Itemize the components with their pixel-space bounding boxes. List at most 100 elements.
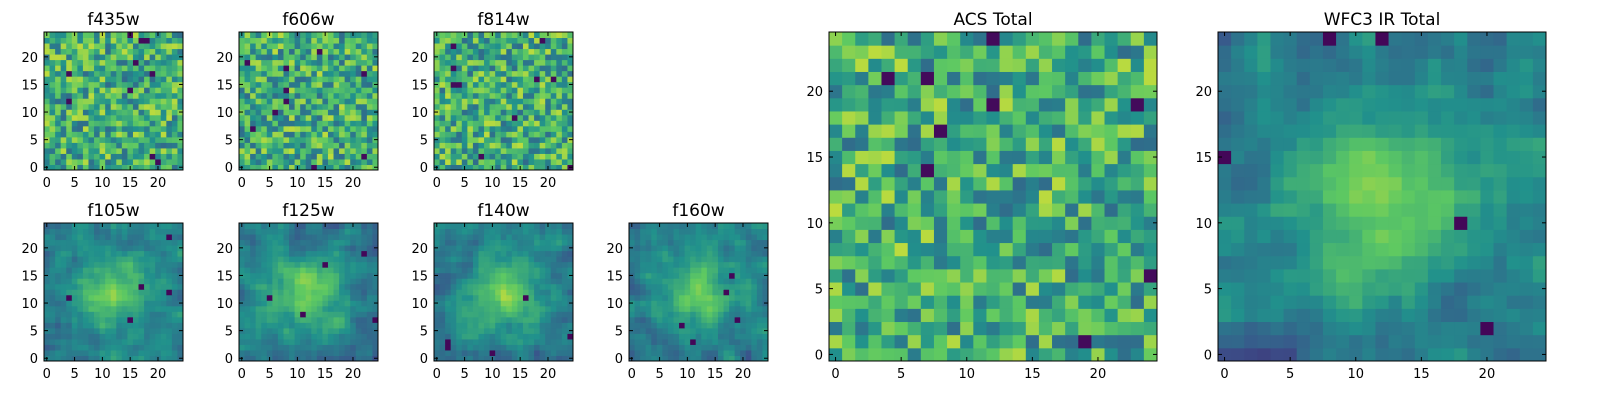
heatmap-cell [478, 136, 485, 143]
heatmap-cell [439, 305, 446, 312]
heatmap-cell [355, 272, 362, 279]
heatmap-cell [177, 305, 184, 312]
heatmap-cell [339, 87, 346, 94]
heatmap-cell [333, 65, 340, 72]
heatmap-cell [500, 283, 507, 290]
heatmap-cell [361, 92, 368, 99]
heatmap-cell [517, 103, 524, 110]
heatmap-cell [266, 278, 273, 285]
heatmap-cell [495, 327, 502, 334]
heatmap-cell [66, 239, 73, 246]
heatmap-cell [701, 272, 708, 279]
heatmap-cell [556, 278, 563, 285]
heatmap-cell [82, 153, 89, 160]
heatmap-cell [266, 158, 273, 165]
heatmap-cell [651, 234, 658, 241]
heatmap-cell [712, 327, 719, 334]
heatmap-cell [300, 125, 307, 132]
heatmap-cell [127, 114, 134, 121]
heatmap-cell [372, 59, 379, 66]
heatmap-cell [327, 228, 335, 235]
heatmap-cell [71, 316, 78, 323]
heatmap-cell [82, 87, 89, 94]
heatmap-cell [734, 316, 741, 323]
heatmap-cell [434, 43, 441, 50]
heatmap-cell [110, 65, 117, 72]
heatmap-cell [528, 109, 535, 116]
heatmap-cell [160, 32, 167, 39]
heatmap-cell [478, 147, 485, 154]
heatmap-cell [250, 256, 257, 263]
heatmap-cell [528, 272, 535, 279]
heatmap-cell [456, 316, 463, 323]
heatmap-cell [105, 305, 112, 312]
heatmap-cell [706, 272, 713, 279]
heatmap-cell [55, 125, 62, 132]
heatmap-cell [261, 147, 268, 154]
heatmap-cell [350, 338, 357, 345]
heatmap-cell [550, 349, 557, 356]
heatmap-cell [339, 338, 346, 345]
heatmap-cell [261, 344, 268, 351]
heatmap-cell [244, 164, 251, 171]
x-tick-label: 5 [460, 176, 468, 191]
heatmap-cell [1052, 282, 1066, 296]
heatmap-cell [495, 54, 502, 61]
heatmap-cell [506, 261, 513, 268]
heatmap-cell [522, 305, 530, 312]
heatmap-cell [160, 98, 167, 105]
heatmap-cell [506, 37, 513, 44]
heatmap-cell [489, 48, 496, 55]
heatmap-cell [651, 305, 658, 312]
heatmap-cell [1065, 282, 1079, 296]
heatmap-cell [127, 256, 134, 263]
heatmap-cell [712, 311, 719, 318]
heatmap-cell [71, 283, 78, 290]
heatmap-cell [289, 333, 296, 340]
heatmap-cell [539, 283, 546, 290]
heatmap-cell [762, 311, 769, 318]
heatmap-cell [673, 316, 680, 323]
heatmap-cell [250, 223, 257, 230]
heatmap-cell [300, 81, 307, 88]
heatmap-cell [160, 333, 167, 340]
heatmap-cell [77, 316, 84, 323]
heatmap-cell [261, 300, 268, 307]
heatmap-cell [272, 267, 279, 274]
heatmap-cell [478, 81, 485, 88]
heatmap-cell [545, 267, 552, 274]
heatmap-cell [344, 333, 351, 340]
heatmap-cell [506, 305, 513, 312]
heatmap-cell [517, 256, 524, 263]
heatmap-cell [311, 272, 318, 279]
heatmap-cell [277, 92, 284, 99]
heatmap-cell [49, 355, 56, 362]
heatmap-cell [561, 256, 568, 263]
heatmap-cell [60, 344, 67, 351]
heatmap-cell [110, 125, 117, 132]
heatmap-cell [489, 305, 496, 312]
heatmap-cell [88, 153, 95, 160]
heatmap-cell [105, 87, 112, 94]
heatmap-cell [439, 54, 446, 61]
heatmap-cell [44, 59, 51, 66]
heatmap-cell [149, 250, 156, 257]
heatmap-cell [255, 76, 262, 83]
heatmap-cell [528, 81, 535, 88]
heatmap-cell [1143, 189, 1158, 204]
heatmap-cell [305, 37, 312, 44]
heatmap-cell [149, 294, 156, 301]
heatmap-cell [333, 32, 340, 39]
heatmap-cell [506, 147, 513, 154]
heatmap-cell [645, 261, 652, 268]
heatmap-cell [999, 282, 1014, 296]
heatmap-cell [550, 355, 557, 362]
heatmap-cell [456, 278, 463, 285]
heatmap-cell [277, 316, 284, 323]
heatmap-cell [673, 250, 680, 257]
heatmap-cell [701, 300, 708, 307]
heatmap-cell [127, 327, 134, 334]
heatmap-cell [881, 229, 896, 244]
heatmap-cell [701, 239, 708, 246]
heatmap-cell [166, 300, 173, 307]
